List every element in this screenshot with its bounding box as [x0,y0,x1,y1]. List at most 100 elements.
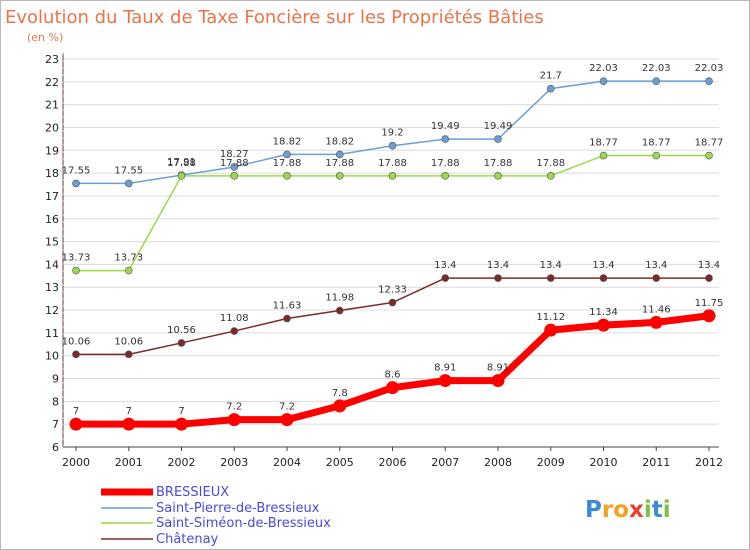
data-point [230,172,239,180]
y-tick-label: 7 [52,418,59,431]
y-tick-label: 21 [45,99,59,112]
data-point [177,172,186,180]
data-label: 22.03 [642,63,671,74]
data-point [227,413,241,427]
data-point [124,350,133,359]
data-label: 17.88 [167,158,196,169]
data-point [494,172,502,180]
data-label: 18.82 [273,136,302,147]
chart-title: Evolution du Taux de Taxe Foncière sur l… [5,7,544,28]
x-tick-label: 2003 [220,456,248,469]
data-point [72,266,80,275]
data-label: 13.4 [698,260,720,271]
data-label: 8.6 [385,370,401,381]
y-tick-label: 23 [45,53,59,66]
data-point [494,274,502,282]
data-label: 17.88 [431,158,460,169]
data-point [230,327,239,335]
data-label: 19.49 [484,121,513,132]
data-label: 18.77 [642,138,671,149]
data-point [122,417,136,431]
data-label: 18.82 [325,136,354,147]
data-label: 13.73 [114,253,143,264]
x-tick-label: 2005 [326,456,354,469]
logo-text: Proxiti [585,497,671,523]
data-label: 11.75 [695,298,724,309]
data-point [283,314,291,323]
data-point [705,151,713,160]
logo-letter: t [652,497,663,523]
x-tick-label: 2008 [484,456,512,469]
data-point [283,172,291,180]
logo-letter: i [644,497,652,523]
y-tick-label: 9 [52,373,59,386]
y-tick-label: 20 [45,121,59,134]
y-tick-label: 14 [45,258,59,271]
data-label: 11.98 [325,293,354,304]
data-point [438,374,452,388]
legend-label: BRESSIEUX [156,485,229,500]
data-label: 8.91 [487,363,509,374]
x-tick-label: 2010 [590,456,618,469]
data-label: 17.88 [325,158,354,169]
x-tick-label: 2006 [379,456,407,469]
data-label: 10.56 [167,325,196,336]
y-tick-label: 6 [52,441,59,454]
proxiti-logo: Proxiti [585,497,671,523]
data-label: 17.55 [114,165,143,176]
data-label: 17.88 [273,158,302,169]
data-label: 7 [73,406,79,417]
data-point [652,274,661,282]
y-tick-label: 17 [45,190,59,203]
data-label: 21.7 [540,71,562,82]
y-tick-label: 13 [45,281,59,294]
data-label: 7.2 [279,402,295,413]
y-tick-label: 10 [45,350,59,363]
data-point [72,350,80,359]
data-label: 11.46 [642,304,671,315]
y-tick-label: 22 [45,76,59,89]
data-point [599,274,608,282]
data-point [649,315,663,329]
data-label: 11.63 [273,301,302,312]
data-point [72,179,80,188]
data-label: 12.33 [378,285,407,296]
axes: 6 7 8 9 10 11 12 13 14 15 16 17 18 19 20 21 22 23 2000 2001… [45,53,723,469]
x-tick-label: 2011 [642,456,670,469]
data-label: 17.88 [484,158,513,169]
data-label: 22.03 [695,63,724,74]
data-label: 13.4 [645,260,667,271]
data-label: 10.06 [114,336,143,347]
data-point [280,413,294,427]
logo-letter: o [613,497,629,523]
data-label: 17.55 [62,165,91,176]
x-tick-label: 2012 [695,456,723,469]
logo-letter: i [663,497,671,523]
data-point [388,172,397,180]
data-point [386,381,399,395]
data-label: 17.88 [378,158,407,169]
data-label: 18.27 [220,149,249,160]
y-tick-label: 11 [45,327,59,340]
data-label: 7.2 [226,402,242,413]
y-tick-label: 18 [45,167,59,180]
data-point [546,172,555,180]
x-tick-label: 2009 [537,456,565,469]
data-point [441,172,450,180]
data-label: 17.88 [220,158,249,169]
data-point [69,417,83,431]
y-tick-label: 19 [45,144,59,157]
data-point [546,274,555,282]
x-tick-label: 2000 [62,456,90,469]
data-label: 19.2 [381,128,403,139]
legend-label: Saint-Pierre-de-Bressieux [156,501,320,516]
y-tick-label: 8 [52,395,59,408]
data-point [177,339,186,347]
data-point [335,150,344,159]
data-point [124,266,133,275]
data-label: 7 [178,406,184,417]
data-label: 11.34 [589,307,618,318]
data-label: 18.77 [589,138,618,149]
data-label: 8.91 [434,363,456,374]
